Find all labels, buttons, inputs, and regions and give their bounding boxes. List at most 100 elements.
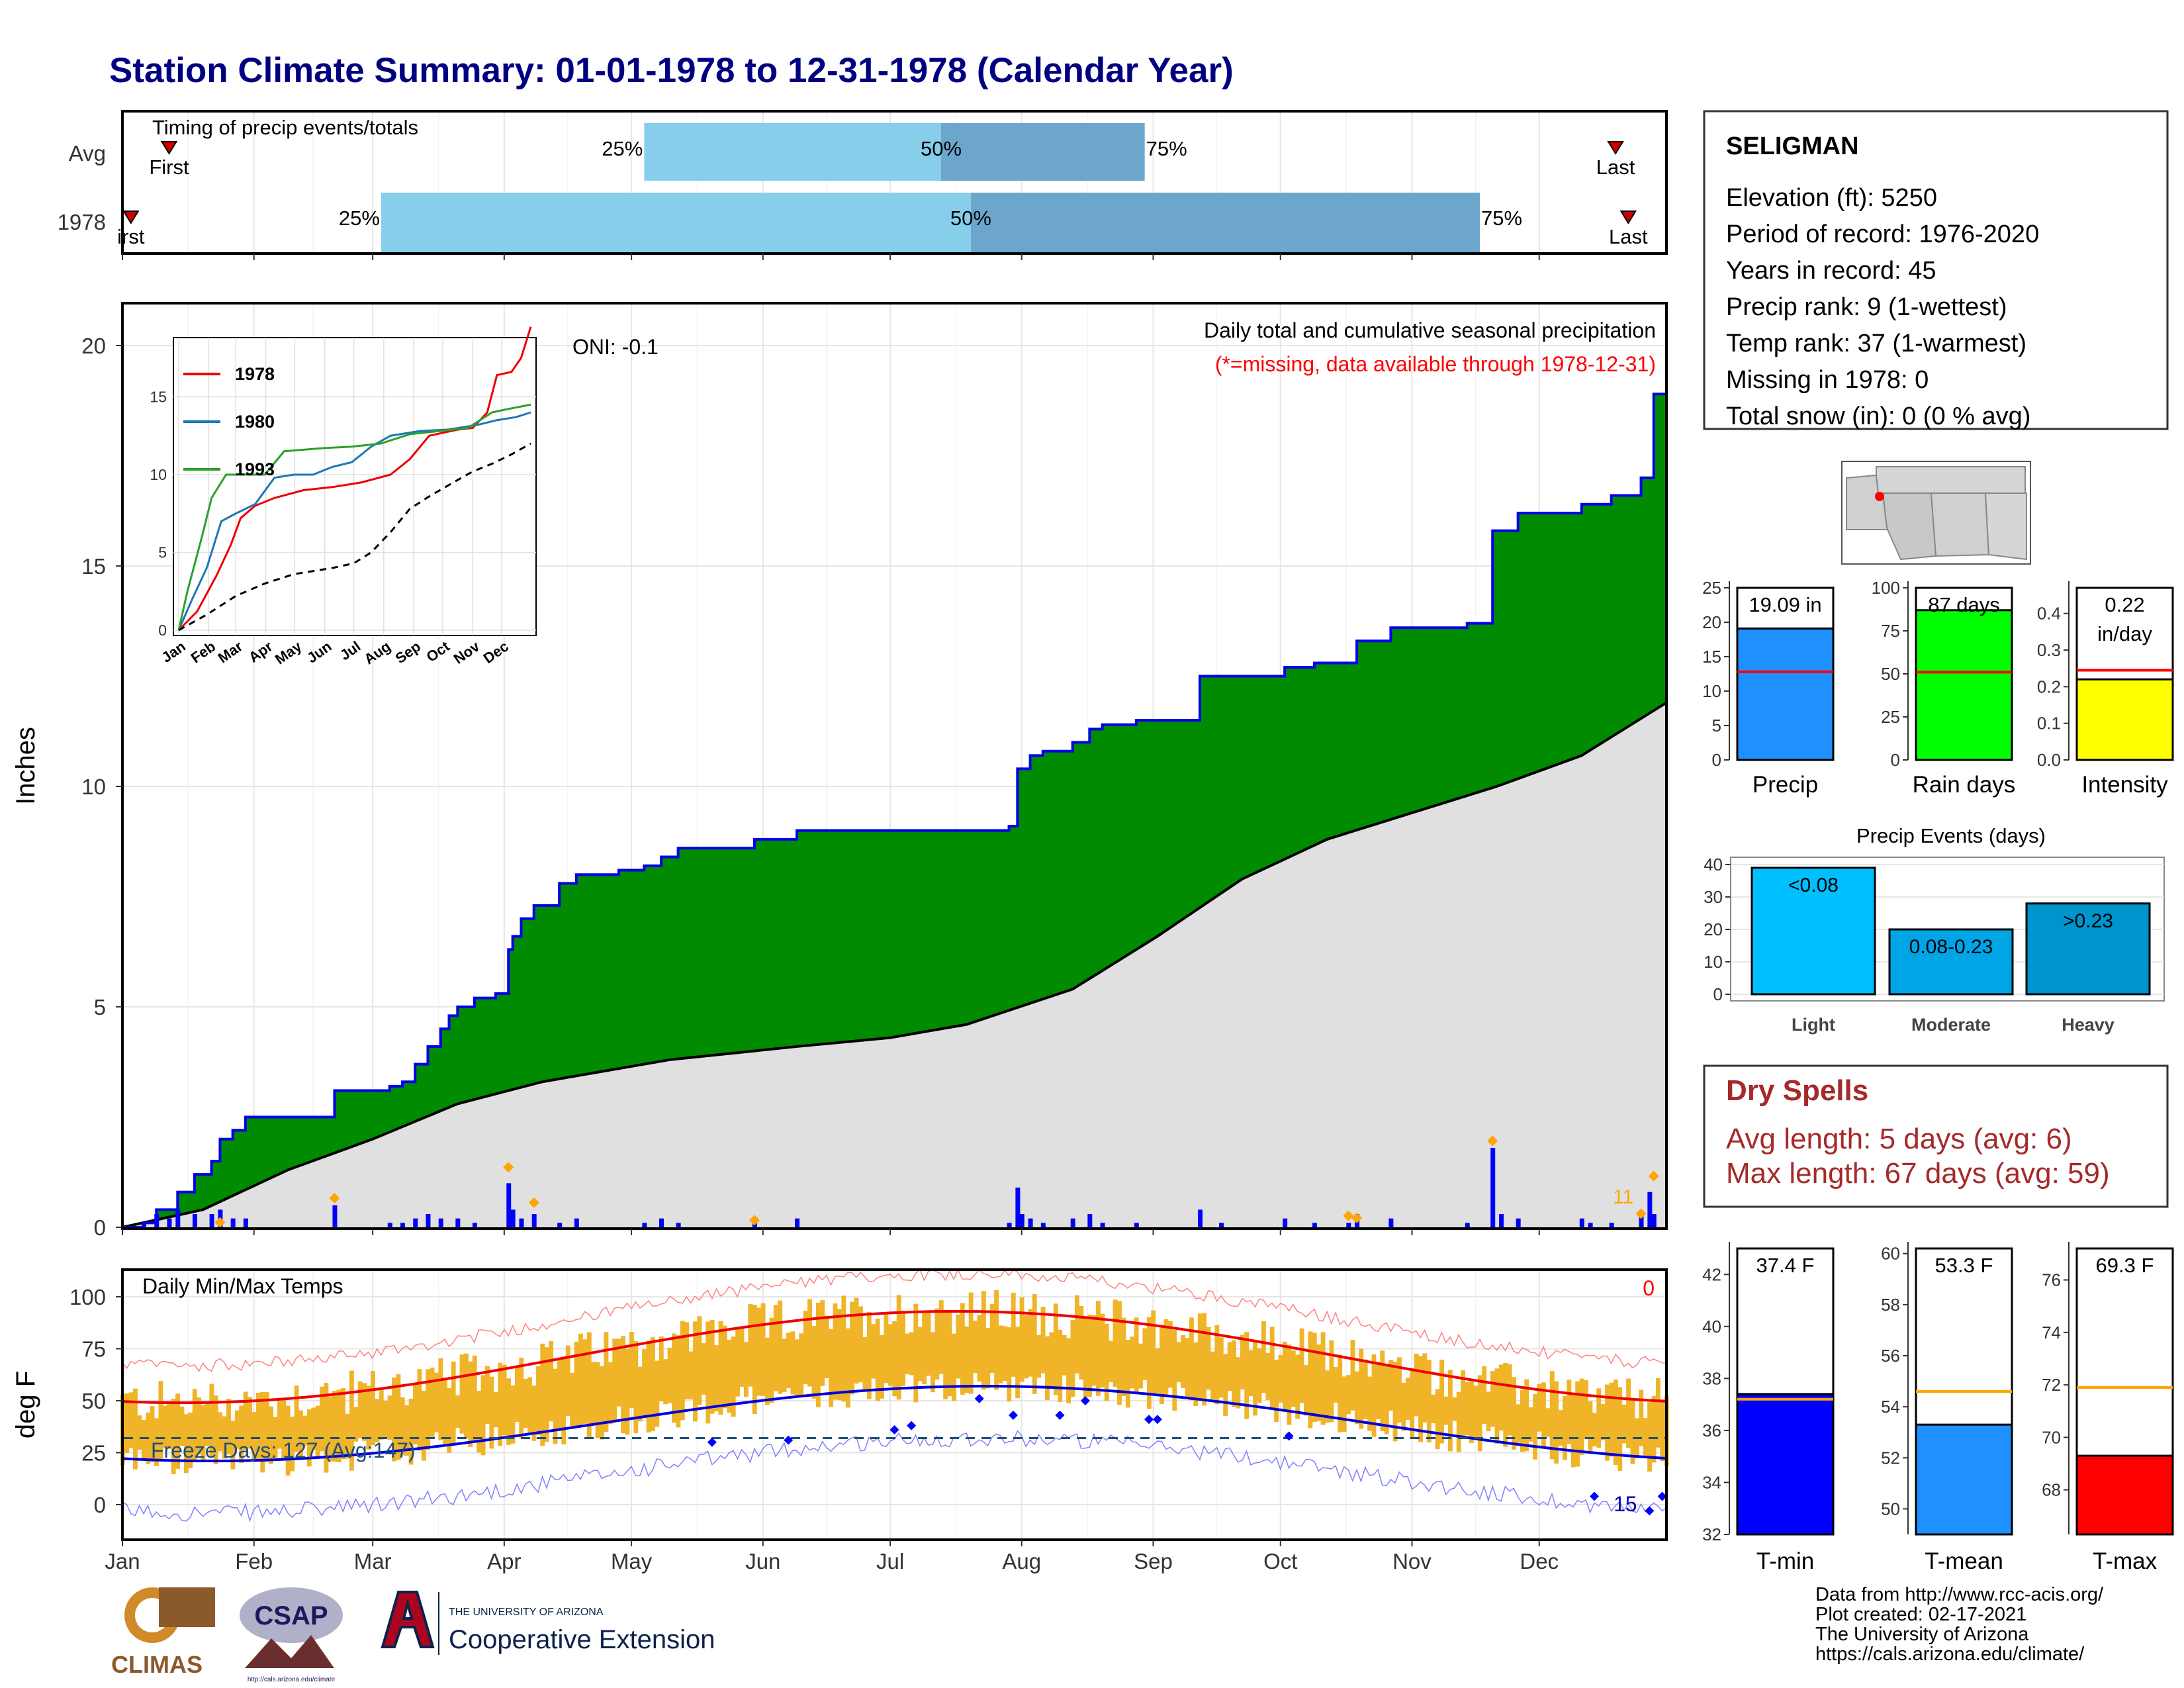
- daily-precip-bar: [519, 1218, 524, 1227]
- inset-month-label: Oct: [423, 637, 453, 665]
- daily-temp-bar: [167, 1401, 172, 1449]
- daily-temp-bar: [188, 1412, 193, 1468]
- timing-last-marker: [1607, 141, 1624, 155]
- month-label: Nov: [1392, 1549, 1432, 1573]
- daily-temp-bar: [1410, 1370, 1415, 1439]
- month-label: Apr: [487, 1549, 521, 1573]
- daily-temp-bar: [298, 1410, 303, 1460]
- station-info: SELIGMAN Elevation (ft): 5250 Period of …: [1703, 110, 2169, 430]
- precip-chart-title: Daily total and cumulative seasonal prec…: [1204, 318, 1656, 342]
- inset-y-tick-label: 5: [158, 544, 167, 561]
- daily-temp-bar: [811, 1326, 817, 1399]
- inset-legend-1993: 1993: [235, 459, 275, 479]
- daily-temp-bar: [1643, 1418, 1648, 1457]
- daily-temp-bar: [697, 1316, 702, 1405]
- daily-temp-bar: [837, 1309, 842, 1400]
- daily-temp-bar: [803, 1311, 808, 1384]
- daily-temp-bar: [604, 1332, 609, 1432]
- daily-temp-bar: [922, 1313, 927, 1385]
- daily-temp-bar: [684, 1322, 690, 1400]
- daily-temp-bar: [1032, 1293, 1037, 1394]
- record-low-marker: [889, 1425, 899, 1434]
- daily-precip-bar: [1651, 1214, 1657, 1227]
- events-bar-text: 0.08-0.23: [1909, 936, 1993, 958]
- daily-temp-bar: [1151, 1310, 1156, 1396]
- daily-temp-bar: [1058, 1329, 1063, 1402]
- precip-panel: 0 5 10 15 20 Inches Daily total and cumulati…: [11, 302, 1668, 1240]
- dry-spells-max: Max length: 67 days (avg: 59): [1726, 1157, 2110, 1190]
- daily-temp-bar: [1261, 1321, 1266, 1393]
- temp-bar-1-tick-label: 50: [1881, 1499, 1900, 1519]
- temp-bar-1-tick-label: 54: [1881, 1397, 1900, 1417]
- daily-temp-bar: [1146, 1317, 1152, 1409]
- daily-temp-bar: [531, 1385, 537, 1441]
- daily-temp-bar: [1325, 1370, 1330, 1423]
- daily-temp-bar: [553, 1368, 558, 1444]
- daily-precip-bar: [1346, 1223, 1351, 1227]
- daily-temp-bar: [1443, 1396, 1449, 1425]
- daily-temp-bar: [226, 1398, 231, 1455]
- daily-temp-bar: [1461, 1370, 1466, 1436]
- daily-temp-bar: [570, 1372, 575, 1427]
- y-tick-label: 20: [81, 334, 106, 358]
- daily-temp-bar: [769, 1317, 774, 1403]
- record-low-marker: [1152, 1415, 1162, 1425]
- daily-precip-bar: [142, 1223, 147, 1227]
- daily-temp-bar: [1104, 1323, 1109, 1401]
- daily-temp-bar: [1617, 1387, 1623, 1472]
- map-state-tx: [1984, 492, 2027, 561]
- daily-temp-bar: [981, 1291, 986, 1390]
- daily-temp-bar: [455, 1395, 461, 1429]
- daily-temp-bar: [743, 1342, 749, 1397]
- csap-logo-cloud: [240, 1587, 343, 1643]
- csap-logo-url: http://cals.arizona.edu/climate: [248, 1676, 336, 1683]
- summary-bar-0-tick-label: 5: [1712, 716, 1721, 735]
- daily-temp-bar: [1066, 1338, 1071, 1404]
- daily-temp-bar: [463, 1353, 469, 1438]
- daily-temp-bar: [909, 1332, 914, 1376]
- daily-temp-bar: [1274, 1360, 1279, 1422]
- daily-precip-bar: [1007, 1223, 1012, 1227]
- daily-temp-bar: [1214, 1325, 1220, 1405]
- daily-temp-bar: [1507, 1364, 1512, 1436]
- record-low-marker: [1055, 1410, 1065, 1420]
- daily-temp-bar: [1329, 1340, 1334, 1423]
- page-title: Station Climate Summary: 01-01-1978 to 1…: [109, 51, 1234, 90]
- daily-temp-bar: [841, 1295, 846, 1402]
- month-label: Feb: [235, 1549, 273, 1573]
- daily-temp-bar: [1384, 1364, 1389, 1434]
- daily-temp-bar: [1172, 1329, 1177, 1411]
- daily-temp-bar: [519, 1357, 524, 1438]
- daily-temp-bar: [179, 1406, 185, 1446]
- summary-bar-1-tick-label: 75: [1881, 621, 1900, 641]
- daily-precip-bar: [1579, 1218, 1584, 1227]
- daily-temp-bar: [239, 1405, 244, 1464]
- daily-temp-bar: [884, 1313, 889, 1383]
- daily-temp-bar: [1312, 1333, 1317, 1422]
- daily-temp-bar: [794, 1339, 799, 1396]
- daily-temp-bar: [1023, 1315, 1028, 1379]
- daily-temp-bar: [956, 1314, 961, 1379]
- daily-temp-bar: [357, 1381, 363, 1438]
- daily-temp-bar: [727, 1340, 732, 1413]
- daily-temp-bar: [1363, 1359, 1368, 1419]
- y-tick-label: 5: [94, 995, 106, 1019]
- summary-bar-2-tick-label: 0.0: [2037, 750, 2061, 770]
- temp-y-tick-label: 50: [81, 1389, 106, 1413]
- daily-temp-bar: [1621, 1404, 1627, 1444]
- daily-temp-bar: [930, 1332, 935, 1393]
- temp-content: [120, 1268, 1669, 1523]
- daily-temp-bar: [1588, 1401, 1593, 1453]
- daily-temp-bar: [1350, 1339, 1355, 1411]
- daily-temp-bar: [1091, 1315, 1097, 1386]
- station-line-temp-rank: Temp rank: 37 (1-warmest): [1726, 330, 2026, 357]
- dry-spells-avg: Avg length: 5 days (avg: 6): [1726, 1123, 2072, 1155]
- timing-p75-label: 75%: [1146, 137, 1187, 160]
- daily-temp-bar: [277, 1398, 282, 1449]
- normal-min-line: [122, 1385, 1667, 1463]
- temp-y-tick-label: 75: [81, 1337, 106, 1362]
- daily-temp-bar: [192, 1389, 197, 1462]
- summary-bars: 0 5 10 15 20 25 19.09 in Precip 0 25 50 75 100 87 day…: [1702, 578, 2174, 798]
- daily-temp-bar: [1269, 1327, 1275, 1409]
